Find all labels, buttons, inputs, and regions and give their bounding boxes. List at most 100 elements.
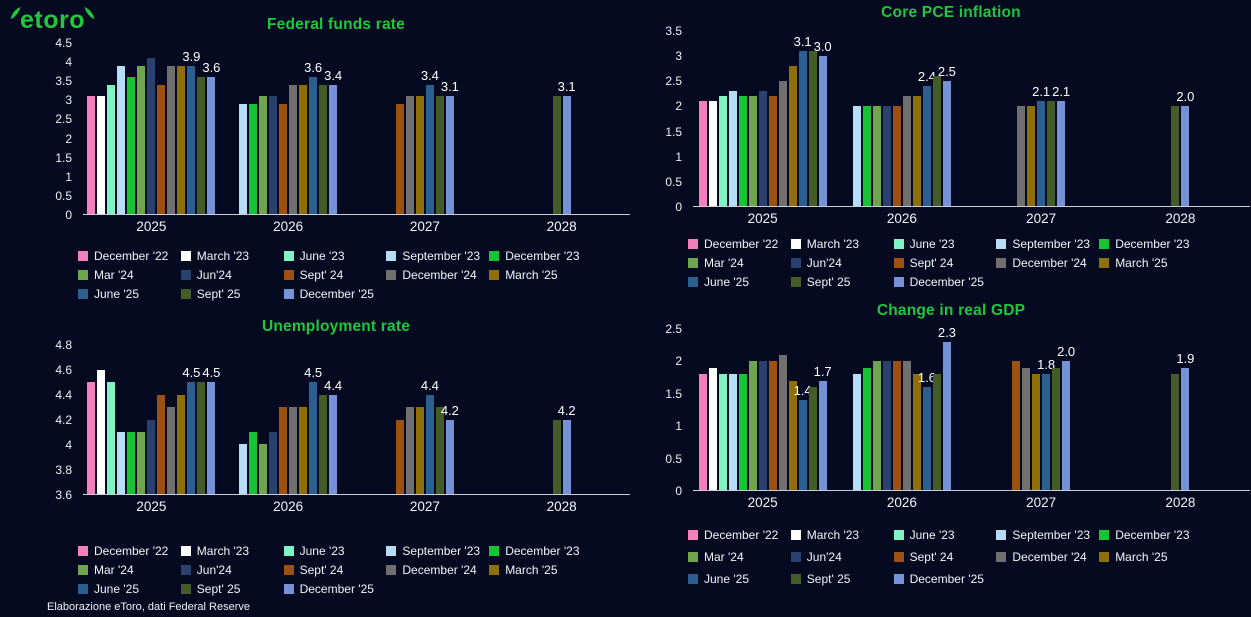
bar-slot [882, 31, 891, 206]
bar-jun-24-2025 [147, 58, 156, 214]
y-tick-label: 2.5 [665, 74, 682, 89]
bar-value-label: 3.4 [324, 67, 343, 83]
legend-item-december-25: December '25 [893, 572, 993, 586]
bar-mar-24-2025 [137, 65, 146, 214]
legend-swatch [180, 270, 191, 280]
source-note: Elaborazione eToro, dati Federal Reserve [47, 601, 251, 613]
legend-item-sept-24: Sept' 24 [893, 550, 993, 564]
x-category-label: 2028 [1165, 494, 1196, 510]
bar-value-label: 4.5 [304, 365, 323, 381]
bar-march-23-2025 [708, 367, 717, 490]
bar-september-23-2025 [117, 65, 126, 214]
bar-slot [87, 43, 96, 214]
legend-swatch [78, 270, 88, 280]
bar-slot [147, 345, 156, 494]
bar-march-25-2025 [788, 380, 797, 490]
plot-area: 3.1 3.0 2.4 2.5 2.1 2.1 2.0 [693, 31, 1250, 207]
y-tick-label: 1 [65, 169, 72, 184]
legend: December '22 March '23 June '23 September '… [688, 528, 1198, 586]
legend-item-december-22: December '22 [688, 528, 787, 542]
plot-area: 3.9 3.6 3.6 3.4 3.4 3.1 3.1 [83, 43, 630, 215]
bar-june-25-2027 [1037, 101, 1046, 206]
bar-december-24-2027 [405, 96, 414, 214]
legend-swatch [688, 530, 698, 540]
legend-item-june-25: June '25 [78, 287, 177, 301]
legend-label: December '22 [94, 249, 169, 263]
legend-label: September '23 [402, 544, 481, 558]
y-tick-label: 0.5 [665, 451, 682, 466]
bar-group-2025: 3.9 3.6 [83, 43, 220, 214]
legend-item-sept-24: Sept' 24 [283, 268, 383, 282]
bar-sept-24-2027 [395, 103, 404, 214]
y-tick-label: 3.8 [55, 463, 72, 478]
bar-slot [808, 31, 817, 206]
legend-label: December '23 [505, 544, 580, 558]
legend-label: Jun'24 [806, 550, 842, 564]
bar-slot [249, 43, 258, 214]
legend-item-june-25: June '25 [78, 582, 177, 596]
bar-slot [157, 345, 166, 494]
legend-swatch [688, 574, 698, 584]
bar-slot [137, 43, 146, 214]
legend-label: March '25 [1115, 256, 1168, 270]
bar-slot [415, 345, 424, 494]
bar-group-2028: 4.2 [493, 345, 630, 494]
legend-swatch [180, 565, 191, 575]
bar-value-label: 3.4 [420, 67, 439, 83]
x-category-label: 2028 [546, 218, 577, 234]
bar-june-25-2025 [798, 399, 807, 490]
legend-swatch [688, 552, 698, 562]
y-tick-label: 4 [65, 55, 72, 70]
bar-value-label: 3.1 [793, 34, 812, 49]
legend-label: Sept' 24 [909, 550, 954, 564]
legend-label: September '23 [1012, 528, 1091, 542]
bull-horn-icon [84, 7, 95, 20]
legend-item-sept-25: Sept' 25 [790, 572, 890, 586]
legend-swatch [688, 258, 698, 268]
y-tick-label: 4.2 [55, 413, 72, 427]
x-category-label: 2027 [409, 498, 440, 514]
legend-label: Jun'24 [196, 268, 232, 282]
bar-slot [1171, 31, 1180, 206]
bar-jun-24-2026 [882, 361, 891, 490]
legend-item-march-23: March '23 [790, 528, 890, 542]
legend-swatch [790, 574, 801, 584]
legend-swatch [996, 530, 1007, 540]
y-tick-label: 1.5 [55, 150, 72, 165]
legend-label: March '25 [505, 268, 558, 282]
x-category-label: 2028 [1165, 210, 1196, 226]
bar-slot [892, 329, 901, 490]
bar-slot: 3.6 [304, 43, 322, 214]
bar-slot [435, 345, 444, 494]
bar-value-label: 3.1 [557, 79, 576, 95]
legend-item-march-23: March '23 [180, 544, 280, 558]
bar-mar-24-2025 [748, 96, 757, 206]
x-category-label: 2026 [273, 218, 304, 234]
legend-swatch [489, 251, 500, 261]
bar-december-24-2025 [167, 65, 176, 214]
bar-june-25-2025 [187, 65, 196, 214]
bar-group-2028: 3.1 [493, 43, 630, 214]
legend-swatch [283, 546, 294, 556]
bar-june-25-2025 [798, 51, 807, 206]
bar-slot [738, 329, 747, 490]
y-tick-label: 3 [65, 93, 72, 108]
legend-label: Sept' 25 [196, 287, 241, 301]
bar-slot [127, 345, 136, 494]
legend-label: Sept' 25 [806, 275, 851, 289]
bar-slot [1032, 329, 1041, 490]
chart-unemployment-rate: Unemployment rate 3.6 3.8 4 4.2 4.4 4.6 4.8 4.… [42, 318, 630, 596]
bar-group-2027: 2.1 2.1 [972, 31, 1111, 206]
bar-june-25-2026 [309, 382, 318, 494]
bar-group-2028: 1.9 [1111, 329, 1250, 490]
bar-december-24-2026 [289, 84, 298, 214]
x-axis-labels: 2025 2026 2027 2028 [83, 495, 630, 517]
x-category-label: 2026 [886, 494, 917, 510]
bar-value-label: 2.5 [937, 64, 956, 79]
y-tick-label: 3.6 [55, 488, 72, 502]
bar-sept-25-2025 [197, 382, 206, 494]
bar-slot [107, 345, 116, 494]
legend-item-march-25: March '25 [489, 563, 588, 577]
y-tick-label: 0 [675, 484, 682, 498]
bar-slot: 2.4 [918, 31, 936, 206]
